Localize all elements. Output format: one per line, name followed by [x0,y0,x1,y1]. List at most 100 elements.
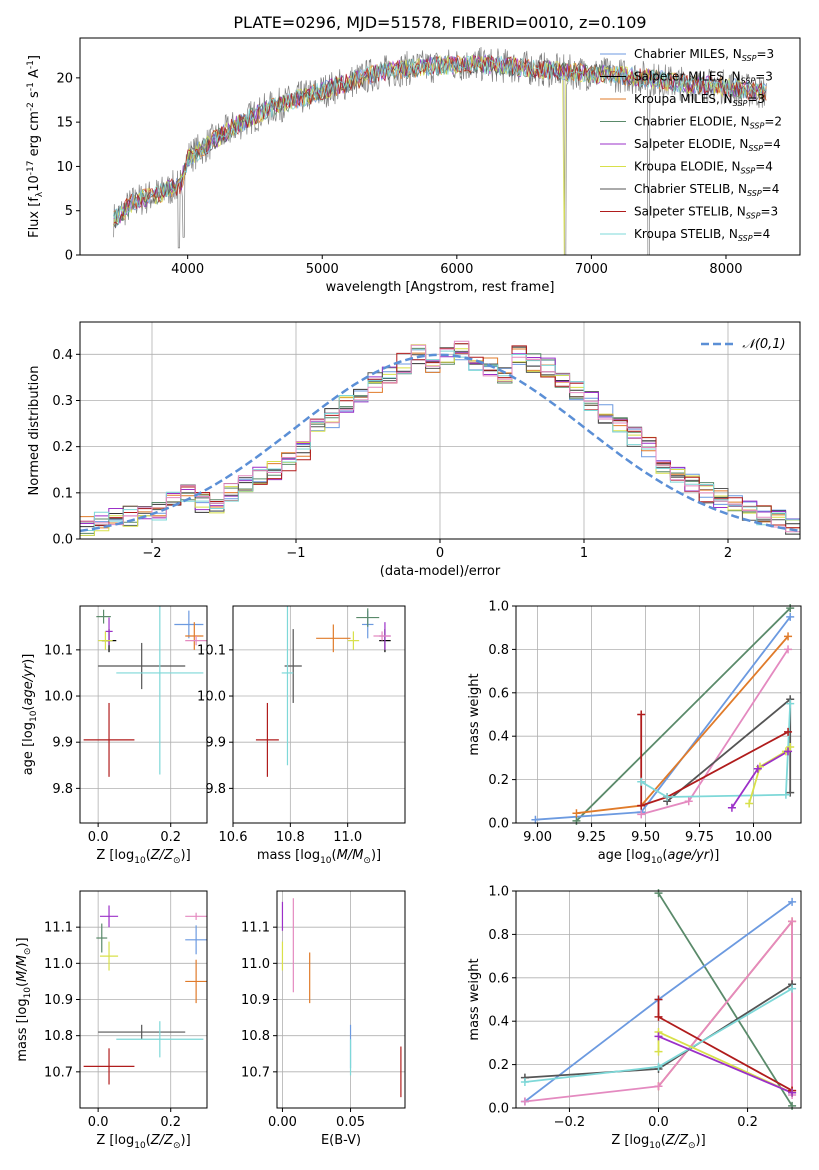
y-tick-label: 0.8 [488,643,509,658]
label-text: )] [709,848,719,863]
series-marker [520,1077,529,1086]
label-text: Z [log [611,1133,649,1148]
label-text: Z/Z [665,1133,689,1148]
axis-label: 𝒩(0,1) [742,337,785,352]
label-script: 10 [649,1141,661,1151]
series-marker [654,1012,663,1021]
label-text: Z [log [96,1133,134,1148]
label-script: ⊙ [173,1141,181,1151]
label-text: Flux [f [27,197,42,238]
label-text: M/M [15,955,30,982]
plot-area [83,606,207,777]
plot-spectrum: 4000 5000 6000 7000 8000 0 5 10 15 20 wavelength [… [26,37,801,295]
y-tick-label: 15 [56,116,73,131]
plot-mass_vs_ebv: 0.00 0.05 10.7 10.8 10.9 11.0 11.1 E(B-V) [241,890,406,1148]
y-tick-label: 0.1 [52,486,73,501]
x-tick-label: 0.05 [336,1115,365,1130]
axes-frame [276,890,406,1109]
label-script: 10 [134,856,146,866]
plot-area [255,606,391,777]
y-tick-label: 9.8 [205,782,226,797]
legend-sub: SSP [748,144,763,153]
y-tick-label: 0.8 [488,928,509,943]
x-tick-label: 10.6 [219,830,248,845]
label-text: Z [log [96,848,134,863]
axis-label: Z [log10​(Z/Z⊙​)] [611,1133,705,1151]
series-marker [663,792,672,801]
plot-area [113,46,767,255]
label-text: ( [332,848,337,863]
legend-name: Kroupa ELODIE, N [634,160,741,174]
legend-suffix: =4 [763,137,781,151]
x-tick-label: 0 [436,546,444,561]
label-text: ( [146,848,151,863]
axes-frame [515,890,802,1109]
y-tick-label: 0.4 [52,348,73,363]
series-marker [637,801,646,810]
plot-area [535,607,792,822]
axis-label: mass weight [467,958,482,1040]
legend-suffix: =2 [764,115,782,129]
label-text: )] [696,1133,706,1148]
legend-name: Salpeter ELODIE, N [634,137,748,151]
y-tick-label: 10.8 [241,1029,270,1044]
spectrum-model [113,55,767,226]
label-text: age [log [21,722,36,775]
y-tick-label: 9.9 [205,736,226,751]
legend-sub: SSP [742,54,757,63]
series-marker [637,777,646,786]
series-marker [788,897,797,906]
series-marker [753,764,762,773]
axes-frame [515,605,802,824]
y-tick-label: 10.8 [44,1029,73,1044]
y-tick-label: 10.1 [44,643,73,658]
x-tick-label: −2 [142,546,161,561]
y-tick-label: 10.0 [44,690,73,705]
x-tick-label: 9.25 [577,830,606,845]
y-tick-label: 0.3 [52,394,73,409]
plot-massweight_vs_age: 9.00 9.25 9.50 9.75 10.00 0.0 0.2 0.4 0.6 0.8 1.0 a… [467,600,802,866]
y-tick-label: 10.7 [241,1065,270,1080]
spectrum-model [113,54,767,225]
gaussian-curve [80,353,800,533]
plot-area [281,898,402,1098]
y-tick-label: 0.0 [52,533,73,548]
axes-frame [79,321,801,540]
series-marker [788,984,797,993]
legend-label: Chabrier MILES, NSSP=3 [634,47,774,63]
series-marker [520,1097,529,1106]
x-tick-label: 0.0 [648,1115,669,1130]
plot-massweight_vs_Z: −0.2 0.0 0.2 0.0 0.2 0.4 0.6 0.8 1.0 Z [log10​(Z/… [467,885,802,1151]
x-tick-label: 7000 [575,262,608,277]
plot-residual_hist: −2 −1 0 1 2 0.0 0.1 0.2 0.3 0.4 (data-model)/error… [27,321,801,579]
label-text: mass weight [467,673,482,755]
legend-name: Kroupa STELIB, N [634,227,738,241]
legend-label: Salpeter STELIB, NSSP=3 [634,205,778,221]
y-tick-label: 0.4 [488,730,509,745]
series-line [575,607,791,822]
legend-label: Chabrier STELIB, NSSP=4 [634,182,779,198]
label-text: )] [21,654,36,664]
legend-sub: SSP [733,99,748,108]
plot-mass_vs_Z: 0.0 0.2 10.7 10.8 10.9 11.0 11.1 Z [log10​(Z/Z⊙… [15,890,208,1151]
y-tick-label: 10 [56,160,73,175]
series-line [524,918,793,1103]
plot-age_vs_mass: 10.6 10.8 11.0 9.8 9.9 10.0 10.1 mass [log10​(M… [197,605,406,866]
label-text: wavelength [Angstrom, rest frame] [326,280,555,295]
legend-sub: SSP [738,234,753,243]
plot-area [83,905,207,1085]
label-text: ( [661,1133,666,1148]
x-tick-label: 0.2 [160,1115,181,1130]
axis-label: Flux [fλ​10-17​ erg cm-2​ s-1​ A-1​] [26,55,45,238]
x-tick-label: 8000 [709,262,742,277]
axis-label: (data-model)/error [380,564,501,579]
x-tick-label: 9.50 [631,830,660,845]
label-text: age/yr [667,848,710,863]
label-text: ( [21,706,36,711]
label-script: 10 [320,856,332,866]
legend-suffix: =4 [753,227,771,241]
series-marker [654,995,663,1004]
x-tick-label: 1 [580,546,588,561]
label-script: -17 [26,161,36,176]
axes-frame [232,605,406,824]
